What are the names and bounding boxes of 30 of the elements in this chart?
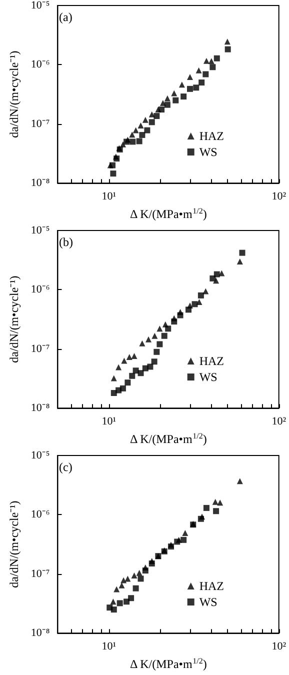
y-tick-label: 10⁻⁶ (30, 58, 50, 71)
x-tick-label: 10¹ (102, 190, 116, 203)
y-axis-title: da/dN/(m•cycle⁻¹) (7, 276, 21, 363)
x-tick-label: 10² (272, 416, 287, 428)
legend-label: WS (199, 370, 218, 384)
y-tick-label: 10⁻⁸ (30, 177, 50, 190)
x-tick-label: 10² (272, 640, 287, 653)
legend-label: HAZ (199, 579, 224, 593)
y-tick-label: 10⁻⁷ (30, 342, 50, 355)
y-tick-label: 10⁻⁵ (30, 450, 50, 462)
x-tick-label: 10¹ (102, 640, 116, 653)
y-tick-label: 10⁻⁶ (30, 284, 50, 296)
y-tick-label: 10⁻⁶ (30, 508, 50, 521)
x-tick-label: 10¹ (102, 416, 116, 428)
y-tick-label: 10⁻⁵ (30, 0, 50, 12)
legend-label: HAZ (199, 354, 224, 368)
legend-label: HAZ (199, 129, 224, 143)
y-tick-label: 10⁻⁸ (30, 627, 50, 640)
y-tick-label: 10⁻⁷ (30, 118, 50, 130)
y-tick-label: 10⁻⁸ (30, 402, 50, 414)
y-axis-title: da/dN/(m•cycle⁻¹) (7, 500, 21, 588)
legend-label: WS (199, 145, 218, 159)
chart-title: (c) (59, 460, 72, 474)
y-axis-title: da/dN/(m•cycle⁻¹) (7, 50, 21, 138)
chart-title: (b) (59, 235, 73, 249)
y-tick-label: 10⁻⁵ (30, 224, 50, 236)
chart-title: (a) (59, 10, 72, 24)
x-tick-label: 10² (272, 190, 287, 203)
y-tick-label: 10⁻⁷ (30, 568, 50, 580)
legend-label: WS (199, 595, 218, 609)
